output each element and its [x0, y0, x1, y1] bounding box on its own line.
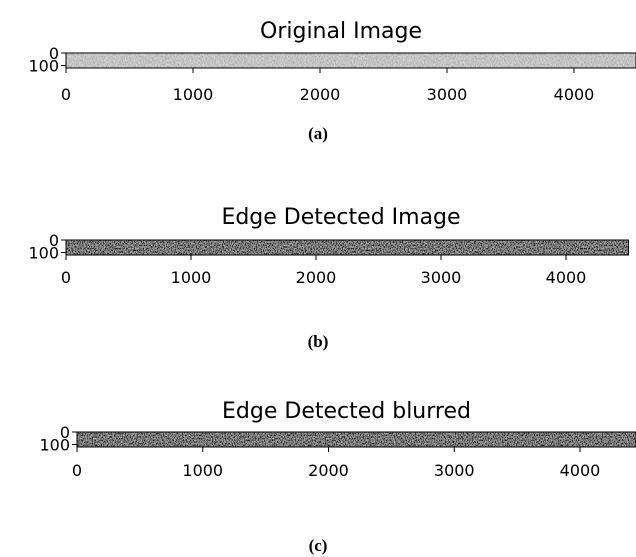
x-tick-label: 0: [61, 85, 71, 104]
x-tick-label: 1000: [182, 461, 223, 480]
image: [66, 240, 629, 255]
x-tick-label: 2000: [300, 85, 341, 104]
x-tick-label: 1000: [171, 268, 212, 287]
figure: Original Image010002000300040000100(a)Ed…: [0, 0, 636, 557]
caption: (c): [309, 536, 328, 555]
x-tick-label: 0: [72, 461, 82, 480]
x-tick-label: 2000: [308, 461, 349, 480]
image: [77, 432, 636, 447]
x-tick-label: 3000: [421, 268, 462, 287]
x-tick-label: 0: [61, 268, 71, 287]
y-tick-label: 100: [39, 436, 70, 455]
image: [66, 53, 636, 68]
x-tick-label: 2000: [296, 268, 337, 287]
panel-title: Edge Detected Image: [221, 205, 460, 230]
x-tick-label: 4000: [554, 85, 595, 104]
y-tick-label: 100: [28, 244, 59, 263]
x-tick-label: 1000: [173, 85, 214, 104]
x-tick-label: 4000: [560, 461, 601, 480]
panel-title: Original Image: [260, 19, 422, 44]
y-tick-label: 100: [28, 57, 59, 76]
x-tick-label: 3000: [434, 461, 475, 480]
caption: (b): [308, 332, 329, 351]
x-tick-label: 4000: [546, 268, 587, 287]
caption: (a): [308, 124, 328, 143]
panel-title: Edge Detected blurred: [222, 399, 471, 424]
x-tick-label: 3000: [427, 85, 468, 104]
